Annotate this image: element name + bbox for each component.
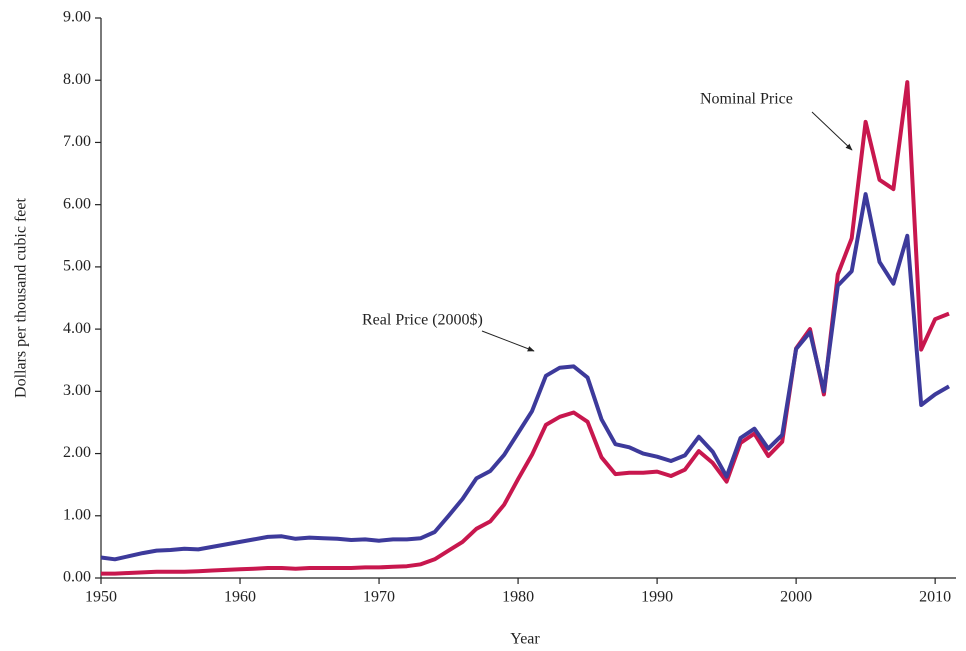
annotation-arrow	[481, 330, 535, 352]
y-tick-label: 5.00	[63, 258, 91, 275]
x-tick-label: 1960	[224, 589, 256, 606]
x-tick-label: 1990	[641, 589, 673, 606]
y-tick-label: 4.00	[63, 320, 91, 337]
x-tick-label: 1970	[363, 589, 395, 606]
y-tick-label: 9.00	[63, 9, 91, 26]
annotation-arrow	[811, 111, 853, 151]
y-tick-label: 8.00	[63, 71, 91, 88]
annotation: Nominal Price	[700, 91, 793, 108]
y-tick-label: 7.00	[63, 133, 91, 150]
y-tick-label: 2.00	[63, 444, 91, 461]
x-tick-label: 2000	[780, 589, 812, 606]
y-tick-label: 6.00	[63, 195, 91, 212]
x-tick-label: 2010	[919, 589, 951, 606]
series-line	[101, 80, 950, 576]
series-line	[100, 192, 950, 562]
y-axis-title: Dollars per thousand cubic feet	[13, 197, 30, 397]
y-tick-label: 0.00	[63, 569, 91, 586]
x-axis-title: Year	[510, 631, 540, 648]
x-tick-label: 1950	[85, 589, 117, 606]
x-tick-label: 1980	[502, 589, 534, 606]
y-tick-label: 1.00	[63, 506, 91, 523]
annotation: Real Price (2000$)	[362, 312, 483, 329]
y-tick-label: 3.00	[63, 382, 91, 399]
